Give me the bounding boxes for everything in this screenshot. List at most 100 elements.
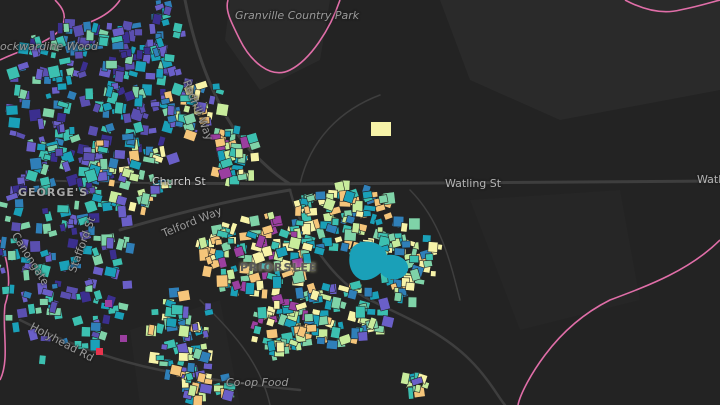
parcel-tile — [59, 290, 73, 301]
parcel-tile — [312, 217, 322, 230]
parcel-layer — [0, 0, 443, 405]
parcel-tile — [58, 123, 66, 134]
parcel-tile — [217, 166, 233, 181]
parcel-tile — [162, 5, 173, 16]
parcel-tile — [103, 265, 118, 278]
parcel-tile — [0, 200, 9, 209]
parcel-tile — [425, 253, 434, 261]
parcel-tile — [41, 207, 49, 215]
parcel-tile — [273, 300, 281, 310]
parcel-tile — [7, 250, 17, 261]
parcel-tile — [49, 29, 56, 42]
parcel-tile — [231, 279, 242, 292]
parcel-tile — [152, 147, 160, 155]
parcel-tile — [363, 287, 373, 298]
parcel-tile — [219, 372, 231, 383]
parcel-tile — [288, 236, 302, 251]
parcel-tile — [127, 69, 139, 78]
parcel-tile — [355, 305, 366, 319]
parcel-tile — [296, 325, 308, 338]
parcel-tile — [366, 316, 378, 330]
parcel-tile — [400, 371, 411, 386]
parcel-tile — [316, 336, 326, 345]
parcel-tile — [158, 360, 169, 367]
parcel-tile — [182, 104, 191, 114]
parcel-tile — [301, 241, 314, 252]
parcel-tile — [380, 314, 395, 329]
parcel-tile — [38, 354, 47, 366]
parcel-tile — [54, 148, 64, 157]
parcel-tile — [152, 46, 161, 58]
parcel-tile — [69, 255, 80, 265]
parcel-tile — [309, 288, 321, 302]
parcel-tile — [174, 67, 183, 77]
parcel-tile — [155, 354, 165, 361]
parcel-tile — [361, 190, 373, 200]
parcel-tile — [19, 185, 28, 194]
parcel-tile — [169, 363, 183, 377]
parcel-tile — [134, 28, 143, 36]
parcel-tile — [0, 266, 7, 275]
parcel-tile — [170, 81, 185, 98]
parcel-tile — [62, 22, 70, 33]
parcel-tile — [400, 222, 409, 233]
parcel-tile — [219, 157, 234, 169]
parcel-tile — [288, 338, 299, 347]
parcel-tile — [261, 224, 274, 236]
label-priorslee: PRIORSLEE — [240, 261, 318, 274]
parcel-tile — [90, 246, 100, 258]
label-church-st: Church St — [152, 175, 206, 188]
parcel-tile — [266, 339, 277, 352]
parcel-tile — [260, 262, 270, 270]
parcel-tile — [96, 348, 103, 355]
parcel-tile — [14, 198, 25, 209]
parcel-tile — [215, 102, 230, 117]
parcel-tile — [191, 322, 199, 331]
parcel-tile — [140, 192, 151, 206]
parcel-tile — [44, 92, 53, 100]
parcel-tile — [82, 152, 96, 162]
parcel-tile — [91, 102, 102, 114]
parcel-tile — [427, 241, 439, 253]
parcel-tile — [128, 172, 140, 183]
parcel-tile — [92, 265, 105, 277]
parcel-tile — [121, 279, 133, 290]
parcel-tile — [256, 306, 268, 320]
parcel-tile — [363, 204, 377, 212]
parcel-tile — [22, 269, 31, 282]
parcel-tile — [5, 65, 21, 81]
parcel-tile — [16, 61, 30, 72]
parcel-tile — [124, 241, 136, 255]
parcel-tile — [79, 289, 92, 304]
parcel-tile — [10, 221, 22, 233]
parcel-tile — [38, 263, 52, 279]
parcel-tile — [255, 280, 265, 291]
parcel-tile — [149, 184, 161, 195]
parcel-tile — [89, 339, 101, 352]
parcel-tile — [32, 184, 41, 193]
parcel-tile — [339, 241, 350, 253]
parcel-tile — [101, 313, 112, 325]
parcel-tile — [167, 105, 175, 116]
parcel-tile — [165, 151, 181, 166]
parcel-tile — [147, 323, 156, 336]
label-granville-country-park: Granville Country Park — [235, 9, 360, 22]
parcel-tile — [91, 192, 104, 204]
parcel-tile — [184, 371, 195, 382]
parcel-tile — [48, 300, 59, 314]
parcel-tile — [158, 145, 167, 158]
parcel-tile — [174, 120, 184, 128]
parcel-tile — [211, 82, 221, 91]
parcel-tile — [84, 87, 94, 101]
parcel-tile — [250, 335, 259, 344]
parcel-tile — [150, 308, 160, 316]
parcel-tile — [252, 325, 262, 336]
parcel-tile — [272, 276, 282, 289]
parcel-tile — [166, 114, 177, 124]
parcel-tile — [117, 204, 128, 219]
parcel-tile — [104, 85, 114, 99]
parcel-tile — [349, 279, 363, 291]
parcel-tile — [85, 29, 95, 42]
